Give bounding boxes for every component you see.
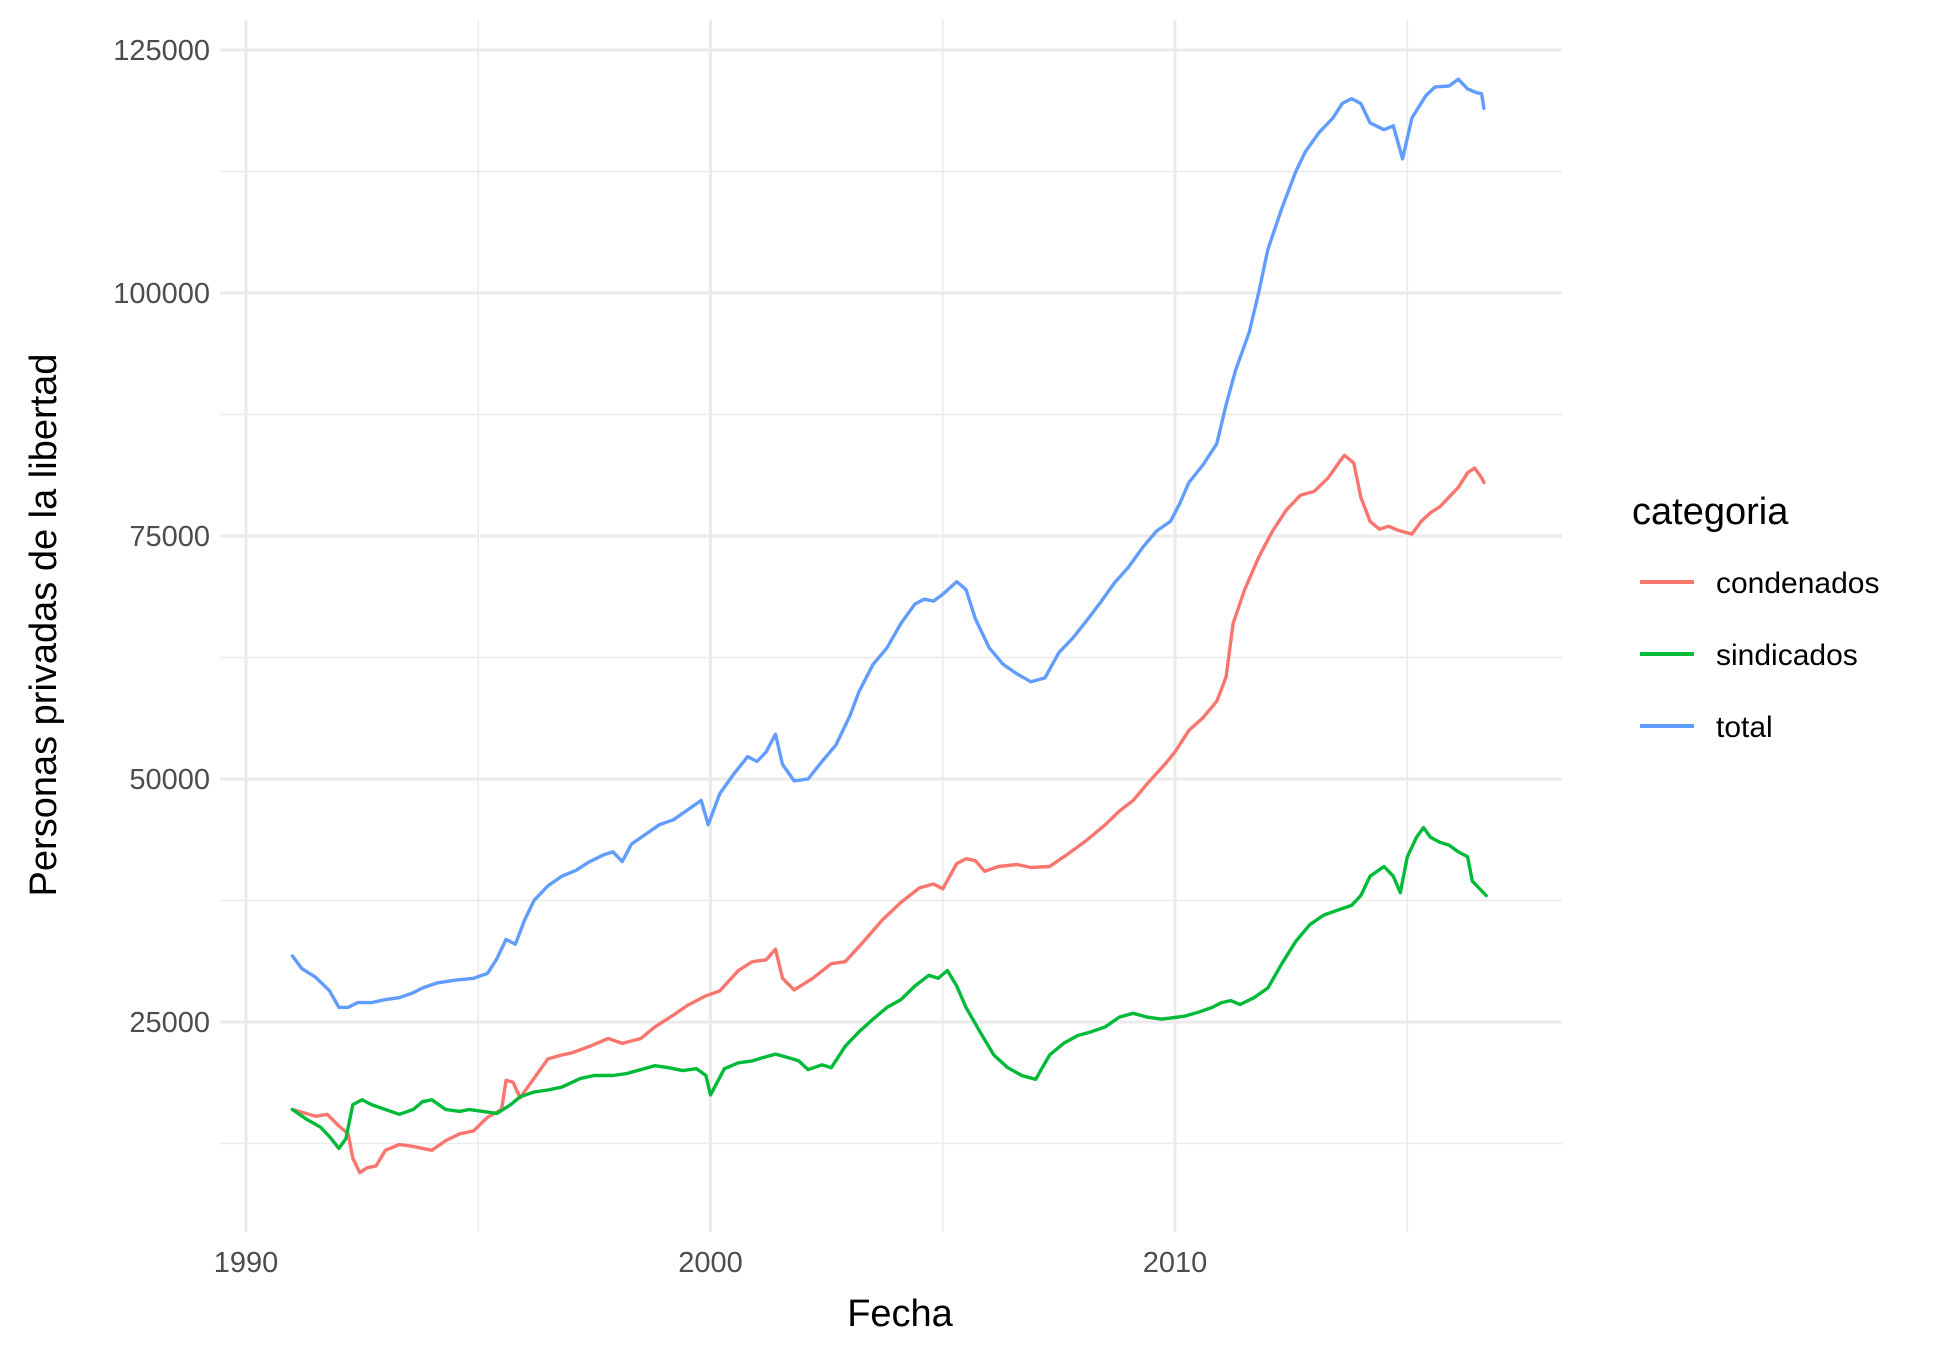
y-tick-label: 75000 [129,521,210,553]
y-tick-label: 125000 [113,35,210,67]
x-tick-label: 2010 [1143,1247,1208,1279]
x-axis-title: Fecha [847,1293,953,1335]
axis-ticks: 25000 50000 75000 100000 125000 1990 2000 2010 [113,35,1207,1279]
grid [220,20,1562,1232]
legend-label-total: total [1716,711,1773,744]
x-tick-label: 1990 [214,1247,279,1279]
y-tick-label: 50000 [129,764,210,796]
legend-label-condenados: condenados [1716,567,1879,600]
legend-title: categoria [1632,491,1789,533]
series-line-condenados [290,453,1486,1175]
series-line-total [290,77,1486,1010]
y-tick-label: 25000 [129,1007,210,1039]
x-tick-label: 2000 [678,1247,743,1279]
series-lines [290,77,1488,1175]
series-line-sindicados [290,825,1488,1151]
y-tick-label: 100000 [113,278,210,310]
legend-label-sindicados: sindicados [1716,639,1858,672]
y-axis-title: Personas privadas de la libertad [23,354,65,897]
legend: categoria condenados sindicados total [1632,491,1879,744]
